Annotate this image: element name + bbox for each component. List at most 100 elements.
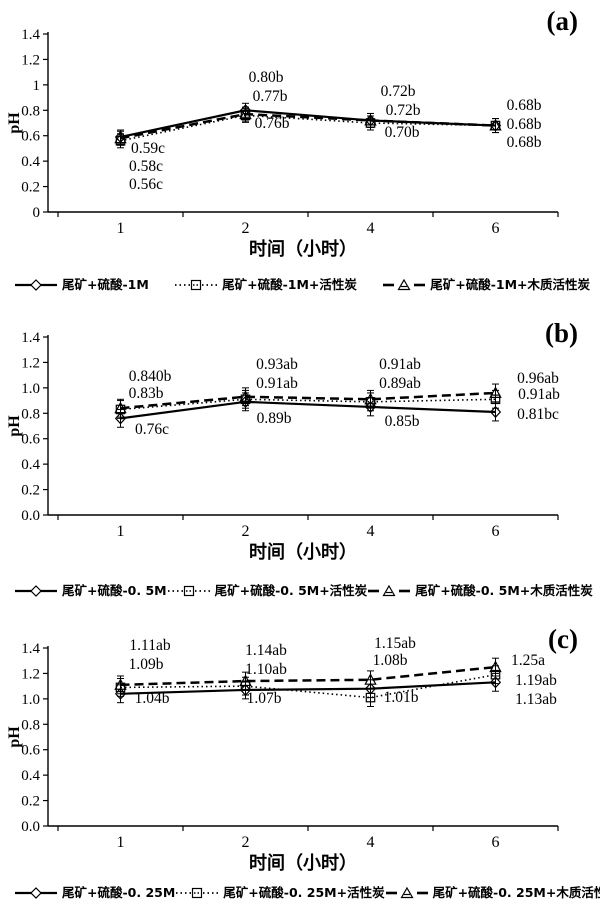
- y-tick-label: 0.4: [21, 768, 40, 784]
- x-tick-group: 1 2 4 6: [57, 826, 559, 851]
- chart-c: 0.00.20.40.60.81.01.21.41 2 4 6时间（小时）pH(c)1…: [6, 624, 578, 874]
- legend-dashed-triangle-icon: [383, 278, 426, 291]
- point-label: 0.83b: [129, 385, 164, 402]
- legend-item: 尾矿+硫酸-0. 5M+木质活性炭: [367, 584, 593, 598]
- point-label: 1.19ab: [515, 672, 557, 689]
- data-point-marker-triangle: [489, 118, 502, 131]
- legend-item: 尾矿+硫酸-0. 25M: [14, 886, 175, 900]
- point-label: 0.80b: [249, 69, 284, 86]
- legend-solid-diamond-icon: [15, 279, 57, 291]
- series-line-solid: [120, 109, 496, 139]
- y-tick-label: 0.6: [21, 432, 40, 448]
- point-label: 0.96ab: [517, 370, 559, 387]
- axes: [47, 335, 558, 516]
- data-point-marker-triangle: [489, 386, 502, 398]
- legend-item: 尾矿+硫酸-1M+活性炭: [174, 278, 357, 292]
- point-label: 1.14ab: [245, 642, 287, 659]
- y-tick-label: 0.2: [21, 180, 40, 196]
- legend-label: 尾矿+硫酸-0. 25M: [62, 884, 176, 900]
- series-line-dashed: [120, 665, 496, 687]
- x-tick-group: 1 2 4 6: [57, 515, 559, 540]
- legend-item: 尾矿+硫酸-0. 5M+活性炭: [167, 582, 368, 598]
- chart-a: 0 0.2 0.4 0.6 0.8 1 1.2 1.4 1 2 4 6 时间（小时） pH (a) 0.59c…: [6, 6, 578, 260]
- point-label: 1.01b: [384, 689, 419, 706]
- y-tick-label: 0.8: [21, 103, 40, 119]
- point-label: 0.58c: [129, 158, 163, 175]
- point-label: 0.59c: [131, 140, 165, 157]
- data-point-marker-diamond: [239, 395, 252, 408]
- point-label: 0.68b: [507, 134, 542, 151]
- y-tick-label: 1.4: [21, 641, 40, 657]
- y-tick-label: 0.8: [21, 406, 40, 422]
- y-tick-label: 0.8: [21, 717, 40, 733]
- point-label: 0.840b: [129, 368, 172, 385]
- data-point-marker-square: [240, 681, 251, 691]
- point-label: 0.76b: [255, 115, 290, 132]
- x-axis-title: 时间（小时）: [249, 542, 357, 563]
- y-tick-label: 1.2: [21, 355, 40, 371]
- y-tick-label: 0.0: [21, 819, 40, 835]
- x-tick-label: 4: [367, 523, 375, 540]
- legend-label: 尾矿+硫酸-0. 5M: [62, 582, 167, 598]
- point-label: 0.72b: [381, 83, 416, 100]
- legend-dotted-square-icon: [167, 585, 210, 597]
- y-tick-label: 1.4: [21, 330, 40, 346]
- point-label: 0.89ab: [379, 375, 421, 392]
- legend-b: 尾矿+硫酸-0. 5M 尾矿+硫酸-0. 5M+活性炭 尾矿+硫酸-0. 5M+…: [0, 576, 600, 606]
- point-label: 0.85b: [385, 413, 420, 430]
- x-axis-title: 时间（小时）: [249, 853, 357, 874]
- y-tick-label: 0.2: [21, 794, 40, 810]
- series-line-solid: [120, 681, 496, 695]
- point-label: 0.56c: [129, 176, 163, 193]
- panel-a: 0 0.2 0.4 0.6 0.8 1 1.2 1.4 1 2 4 6 时间（小时） pH (a) 0.59c…: [0, 0, 600, 300]
- data-point-marker-triangle: [239, 390, 252, 402]
- legend-solid-diamond-icon: [15, 585, 57, 597]
- point-label: 1.10ab: [245, 661, 287, 678]
- panel-label: (a): [547, 6, 578, 36]
- data-point-marker-diamond: [489, 405, 502, 419]
- point-label: 0.68b: [507, 116, 542, 133]
- point-label: 0.91ab: [518, 386, 560, 403]
- y-tick-label: 0.0: [21, 508, 40, 524]
- y-axis-title: pH: [6, 415, 23, 437]
- x-axis-title: 时间（小时）: [249, 239, 357, 260]
- data-point-marker-diamond: [489, 119, 502, 132]
- point-labels: 1.11ab1.09b1.04b1.14ab1.10ab1.07b1.15ab1…: [129, 635, 558, 708]
- point-labels: 0.840b0.83b0.76c0.93ab0.91ab0.89b0.91ab0…: [129, 356, 561, 438]
- data-point-marker-triangle: [114, 678, 127, 690]
- data-point-marker-diamond: [364, 400, 377, 414]
- y-tick-label: 0.2: [21, 483, 40, 499]
- x-tick-label: 4: [367, 220, 375, 237]
- error-bars: [117, 657, 499, 707]
- point-label: 1.08b: [373, 652, 408, 669]
- x-tick-group: 1 2 4 6: [57, 212, 559, 237]
- point-label: 1.13ab: [515, 691, 557, 708]
- point-label: 0.68b: [507, 97, 542, 114]
- y-tick-label: 1.0: [21, 692, 40, 708]
- data-point-marker-square: [365, 692, 376, 703]
- point-label: 0.72b: [386, 102, 421, 119]
- data-point-marker-square: [490, 669, 501, 680]
- point-label: 0.70b: [385, 124, 420, 141]
- data-point-marker-diamond: [239, 104, 252, 117]
- panel-label: (c): [548, 624, 578, 654]
- legend-a: 尾矿+硫酸-1M 尾矿+硫酸-1M+活性炭 尾矿+硫酸-1M+木质活性炭: [0, 270, 600, 300]
- y-tick-label: 1.2: [21, 666, 40, 682]
- data-point-marker-triangle: [239, 107, 252, 120]
- data-point-marker-triangle: [364, 392, 377, 405]
- series-line-dashed: [120, 112, 496, 140]
- legend-label: 尾矿+硫酸-0. 5M+木质活性炭: [415, 582, 593, 598]
- markers: [114, 386, 502, 425]
- y-tick-label: 0.6: [21, 129, 40, 145]
- data-point-marker-triangle: [364, 673, 377, 685]
- legend-label: 尾矿+硫酸-0. 5M+活性炭: [214, 582, 368, 598]
- point-label: 0.93ab: [256, 356, 298, 373]
- legend-solid-diamond-icon: [15, 887, 57, 899]
- legend-item: 尾矿+硫酸-0. 25M+木质活性炭: [385, 886, 600, 900]
- point-label: 0.91ab: [256, 375, 298, 392]
- data-point-marker-triangle: [114, 401, 127, 414]
- point-label: 0.81bc: [517, 406, 559, 423]
- legend-label: 尾矿+硫酸-1M: [62, 276, 149, 292]
